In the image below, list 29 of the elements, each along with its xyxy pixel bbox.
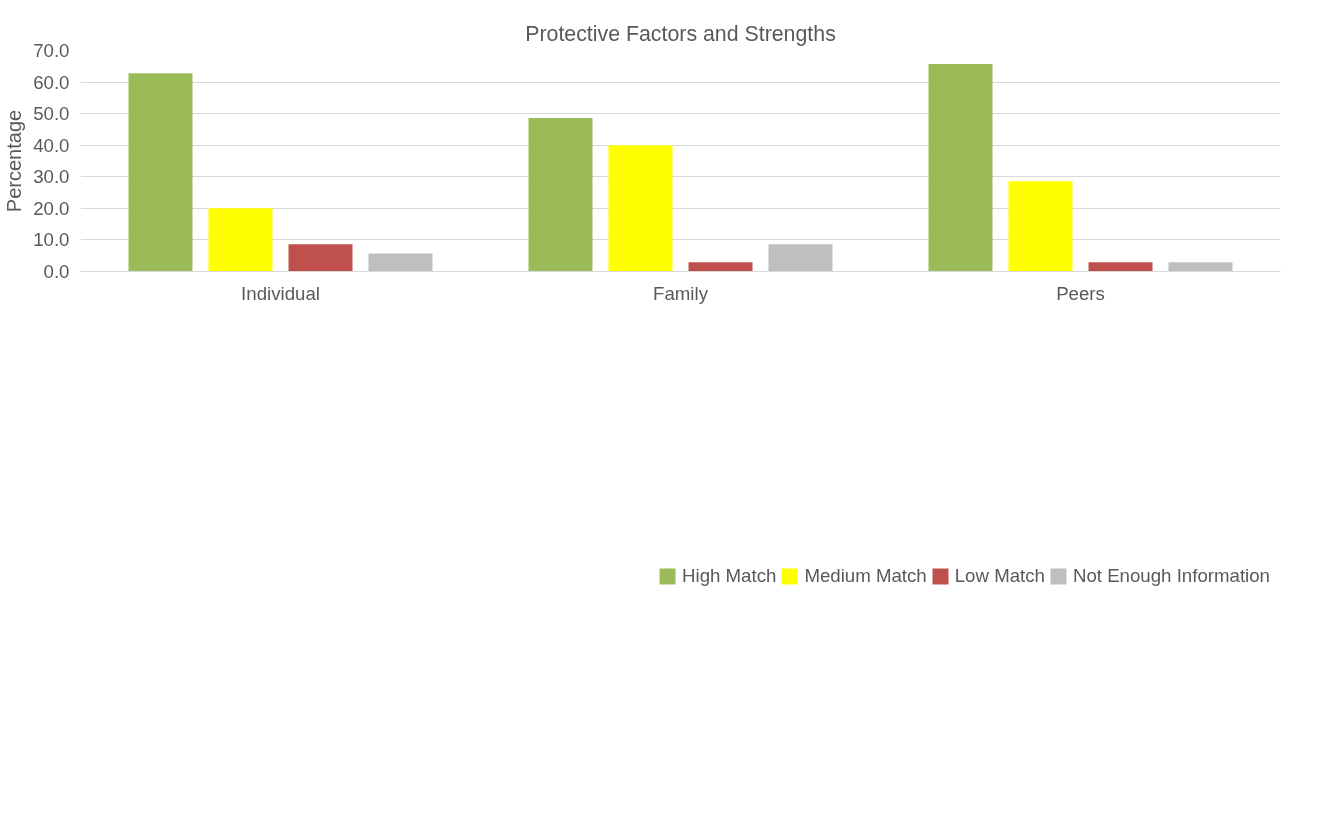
bar [1168, 262, 1233, 272]
y-tick-label: 50.0 [33, 103, 70, 125]
y-tick-label: 0.0 [43, 261, 70, 282]
bar [288, 244, 353, 272]
bar [768, 244, 833, 272]
bar [928, 64, 993, 272]
y-tick-label: 30.0 [33, 166, 70, 188]
x-tick-label: Individual [241, 282, 320, 304]
bar [1088, 262, 1153, 272]
bar [1008, 181, 1073, 272]
chart-title: Protective Factors and Strengths [525, 21, 836, 46]
y-tick-label: 70.0 [33, 40, 70, 61]
legend-label: Medium Match [804, 565, 927, 587]
y-tick-label: 40.0 [33, 134, 70, 156]
bar [368, 253, 433, 272]
x-tick-label: Peers [1056, 282, 1105, 304]
legend-label: Not Enough Information [1072, 565, 1270, 587]
legend-label: Low Match [954, 565, 1045, 587]
bar [208, 208, 273, 272]
bar [528, 118, 593, 272]
y-tick-label: 20.0 [33, 197, 70, 219]
y-tick-label: 10.0 [33, 229, 70, 251]
y-axis-title: Percentage [3, 109, 26, 213]
legend-label: High Match [682, 565, 777, 587]
bar [608, 145, 673, 272]
bar [128, 73, 193, 272]
x-tick-label: Family [653, 282, 709, 304]
y-tick-label: 60.0 [33, 71, 70, 93]
bar [688, 262, 753, 272]
